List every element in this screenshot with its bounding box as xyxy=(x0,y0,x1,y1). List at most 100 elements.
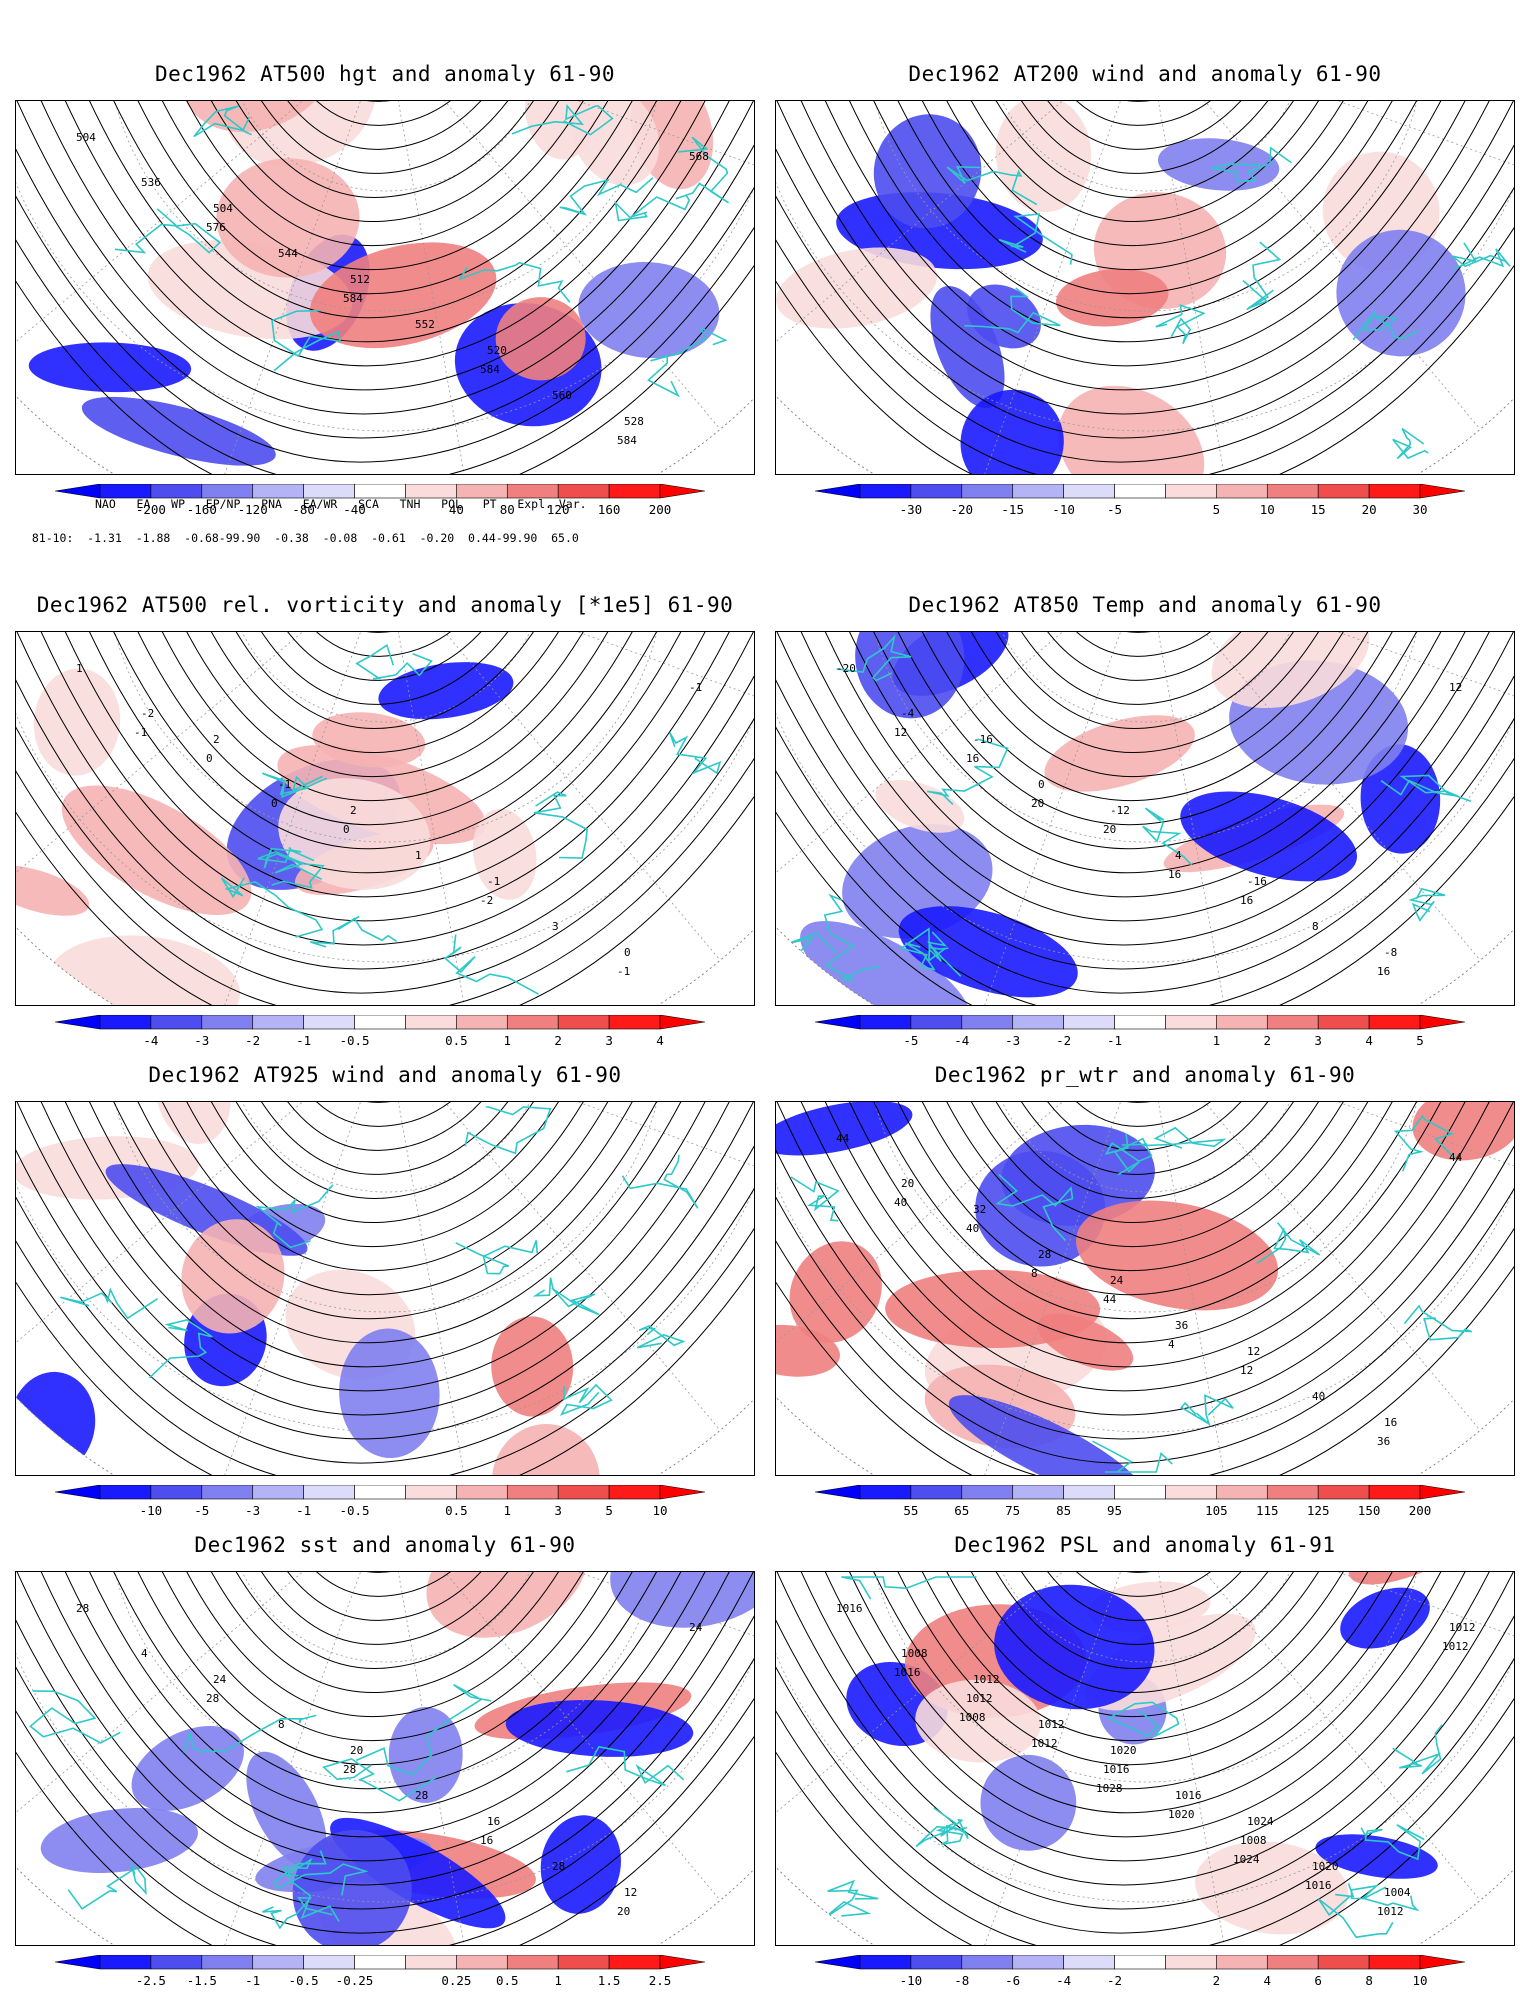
contour-label: 1024 xyxy=(1233,1853,1260,1866)
coastline xyxy=(29,1690,121,1744)
contour-line xyxy=(16,1102,754,1416)
negative-anomaly-region xyxy=(81,396,276,466)
colorbar-ticks: -2.5 -1.5 -1 -0.5 -0.25 0.25 0.5 1 1.5 2.5 xyxy=(55,1973,705,1989)
contour-line xyxy=(931,101,1361,247)
colorbar-tick-label: 2 xyxy=(554,1033,562,1048)
coastline xyxy=(1393,1114,1456,1172)
contour-line xyxy=(955,1572,1337,1694)
contour-label: 1012 xyxy=(1449,1621,1476,1634)
meridian-line xyxy=(967,1102,1147,1475)
colorbar-tick-label: 55 xyxy=(903,1503,919,1518)
colorbar-tick-label: -10 xyxy=(1052,502,1075,517)
positive-anomaly-region xyxy=(47,935,240,1005)
coastline xyxy=(271,309,342,372)
colorbar-tick-label: 3 xyxy=(554,1503,562,1518)
colorbar-swatch xyxy=(1012,484,1064,499)
contour-line xyxy=(907,1102,1385,1272)
contour-line xyxy=(16,1572,754,1945)
contour-label: 1012 xyxy=(966,1692,993,1705)
colorbar-scale xyxy=(815,1485,1465,1500)
colorbar-tick-label: -3 xyxy=(1005,1033,1021,1048)
colorbar-max-arrow xyxy=(1419,1485,1465,1500)
colorbar-ticks: -30 -20 -15 -10 -5 5 10 15 20 30 xyxy=(815,502,1465,518)
contour-line xyxy=(907,632,1385,802)
contour-line xyxy=(776,632,1514,1005)
contour-label: -1 xyxy=(689,681,702,694)
positive-anomaly-region xyxy=(1211,632,1370,709)
map-canvas: 28 24 20 16 12 4 8 28 28 24 28 28 16 20 xyxy=(16,1572,754,1945)
coastline xyxy=(669,732,722,775)
negative-anomaly-region xyxy=(16,1371,96,1475)
coastline xyxy=(927,931,962,977)
contour-line xyxy=(16,101,754,474)
colorbar-tick-label: -10 xyxy=(899,1973,923,1988)
contour-label: 576 xyxy=(206,221,226,234)
contour-label: 512 xyxy=(350,273,370,286)
panel-title: Dec1962 AT850 Temp and anomaly 61-90 xyxy=(908,593,1382,617)
contour-label: 1016 xyxy=(1103,1763,1130,1776)
colorbar-swatch xyxy=(1216,1015,1268,1030)
coastline xyxy=(821,1879,879,1921)
colorbar-tick-label: 80 xyxy=(499,502,515,517)
contour-line xyxy=(16,632,754,1005)
meridian-line xyxy=(967,632,1147,1005)
contour-line xyxy=(99,1102,673,1320)
contour-label: 0 xyxy=(1038,778,1045,791)
colorbar-swatch xyxy=(859,1015,912,1030)
contour-label: 20 xyxy=(901,1177,914,1190)
colorbar-swatch xyxy=(1012,1015,1064,1030)
contour-line xyxy=(195,1102,577,1224)
positive-anomaly-region xyxy=(995,101,1092,213)
contour-line xyxy=(835,632,1457,874)
contour-label: -16 xyxy=(1247,875,1267,888)
colorbar-swatch xyxy=(1368,1015,1421,1030)
contour-line xyxy=(171,632,601,778)
contour-line xyxy=(1003,1572,1289,1645)
colorbar-tick-label: 0.5 xyxy=(496,1973,519,1988)
colorbar-max-arrow xyxy=(659,1015,705,1030)
negative-anomaly-region xyxy=(873,114,982,229)
colorbar-tick-label: -15 xyxy=(1001,502,1024,517)
contour-line xyxy=(16,1102,754,1464)
contour-label: 12 xyxy=(1247,1345,1260,1358)
colorbar-swatch xyxy=(1368,1955,1421,1970)
panel-title: Dec1962 PSL and anomaly 61-91 xyxy=(954,1533,1336,1557)
colorbar-swatch xyxy=(557,1015,610,1030)
colorbar-tick-label: 1 xyxy=(1212,1033,1221,1048)
colorbar-ticks: -200 -160 -120 -80 -40 40 80 120 160 200 xyxy=(55,502,705,518)
contour-label: 536 xyxy=(141,176,161,189)
colorbar-swatch xyxy=(1114,1955,1166,1970)
latitude-circle xyxy=(985,1572,1307,1663)
coastline xyxy=(148,1319,213,1379)
colorbar-tick-label: 2 xyxy=(1263,1033,1272,1048)
contour-label: 1008 xyxy=(901,1647,928,1660)
meridian-line xyxy=(207,1102,387,1475)
colorbar-swatch xyxy=(456,484,508,499)
contour-label: 20 xyxy=(350,1744,363,1757)
colorbar-tick-label: 0.5 xyxy=(445,1503,468,1518)
contour-line xyxy=(75,1102,697,1344)
contour-line xyxy=(16,101,754,415)
coastline xyxy=(927,738,1009,805)
colorbar-scale xyxy=(55,1015,705,1030)
coastline xyxy=(1104,1133,1153,1176)
contour-label: 16 xyxy=(1168,868,1181,881)
colorbar-tick-label: 1 xyxy=(503,1033,512,1048)
colorbar-swatch xyxy=(910,1955,963,1970)
contour-line xyxy=(776,632,1514,994)
contour-line xyxy=(776,101,1514,439)
colorbar-swatch xyxy=(354,1015,406,1030)
meridian-line xyxy=(1145,632,1514,741)
colorbar-swatch xyxy=(99,1955,152,1970)
latitude-circle xyxy=(225,632,547,723)
coastline xyxy=(621,1154,699,1209)
contour-line xyxy=(776,1102,1514,1475)
colorbar-tick-label: 4 xyxy=(1263,1973,1272,1988)
contour-label: -2 xyxy=(480,894,493,907)
colorbar-tick-label: 95 xyxy=(1106,1503,1123,1518)
colorbar-ticks: -10 -8 -6 -4 -2 2 4 6 8 10 xyxy=(815,1973,1465,1989)
contour-label: 16 xyxy=(1240,894,1253,907)
meridian-line xyxy=(1145,1572,1481,1901)
colorbar-tick-label: -4 xyxy=(954,1033,970,1048)
colorbar-tick-label: -200 xyxy=(135,502,166,517)
